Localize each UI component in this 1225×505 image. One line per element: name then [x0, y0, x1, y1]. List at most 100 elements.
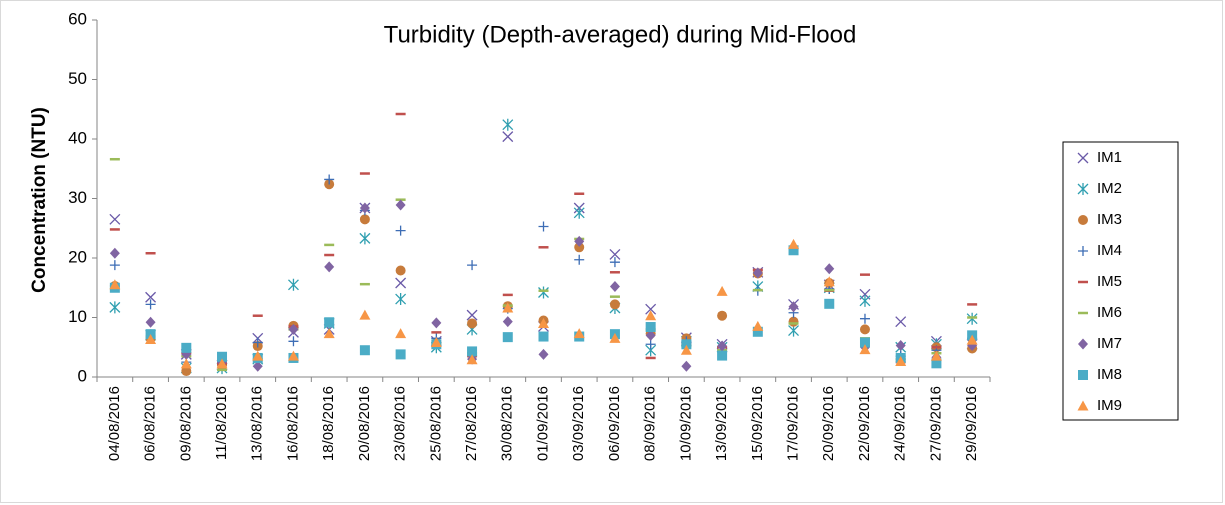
point: [323, 328, 335, 339]
point: [788, 238, 800, 249]
y-tick-label: 30: [68, 188, 87, 207]
y-tick-label: 60: [68, 9, 87, 28]
point: [574, 254, 585, 265]
point: [717, 350, 728, 361]
legend-label: IM9: [1097, 397, 1122, 414]
point: [716, 285, 728, 296]
point: [717, 310, 728, 321]
point: [788, 316, 799, 327]
point: [181, 366, 192, 377]
point: [216, 358, 228, 369]
point: [502, 131, 514, 143]
y-tick-label: 10: [68, 307, 87, 326]
point: [788, 301, 799, 313]
point: [895, 316, 907, 328]
point: [502, 316, 513, 328]
point: [109, 260, 120, 271]
point: [824, 263, 835, 275]
point: [324, 317, 335, 328]
x-tick-label: 27/09/2016: [927, 386, 944, 461]
point: [859, 337, 870, 348]
point: [502, 332, 513, 343]
point: [502, 302, 514, 313]
x-tick-label: 09/08/2016: [177, 386, 194, 461]
x-tick-label: 20/09/2016: [820, 386, 837, 461]
point: [181, 342, 192, 353]
point: [931, 358, 942, 369]
point: [680, 344, 692, 355]
legend-label: IM8: [1097, 366, 1122, 383]
point: [645, 339, 656, 350]
point: [252, 350, 264, 361]
point: [359, 202, 370, 214]
y-tick-label: 50: [68, 69, 87, 88]
point: [109, 213, 121, 225]
x-tick-label: 13/08/2016: [249, 386, 266, 461]
point: [859, 313, 870, 324]
point: [752, 267, 763, 279]
point: [287, 350, 299, 361]
point: [359, 309, 371, 320]
point: [502, 118, 514, 131]
x-tick-label: 06/09/2016: [606, 386, 623, 461]
x-tick-label: 10/09/2016: [677, 386, 694, 461]
x-tick-label: 03/09/2016: [570, 386, 587, 461]
point: [823, 276, 835, 287]
point: [681, 360, 692, 372]
point: [859, 294, 871, 307]
y-tick-label: 40: [68, 128, 87, 147]
point: [609, 248, 621, 260]
legend-marker: [1078, 370, 1088, 380]
point: [609, 299, 620, 310]
point: [395, 225, 406, 236]
y-axis-label: Concentration (NTU): [29, 107, 50, 293]
point: [645, 310, 657, 321]
point: [966, 334, 978, 345]
point: [573, 206, 585, 219]
point: [466, 354, 478, 365]
point: [645, 303, 657, 315]
point: [431, 317, 442, 329]
point: [609, 257, 620, 268]
x-tick-label: 22/09/2016: [856, 386, 873, 461]
x-tick-label: 20/08/2016: [356, 386, 373, 461]
x-tick-label: 11/08/2016: [213, 386, 230, 460]
legend-marker: [1077, 400, 1089, 411]
point: [824, 298, 835, 309]
x-tick-label: 27/08/2016: [463, 386, 480, 461]
point: [359, 214, 370, 225]
point: [573, 328, 585, 339]
legend-marker: [1078, 246, 1088, 256]
point: [217, 351, 228, 362]
legend-label: IM1: [1097, 149, 1122, 166]
point: [609, 332, 621, 343]
point: [109, 301, 121, 314]
point: [467, 346, 478, 357]
x-tick-label: 04/08/2016: [106, 386, 123, 461]
point: [395, 199, 406, 211]
point: [145, 334, 157, 345]
point: [252, 337, 263, 348]
x-tick-label: 30/08/2016: [499, 386, 516, 461]
x-tick-label: 15/09/2016: [749, 386, 766, 461]
legend-marker: [1077, 152, 1089, 164]
point: [859, 324, 870, 335]
point: [538, 221, 549, 232]
point: [788, 245, 799, 256]
y-tick-label: 20: [68, 247, 87, 266]
point: [895, 339, 906, 351]
legend-label: IM5: [1097, 273, 1122, 290]
point: [645, 322, 656, 333]
x-tick-label: 18/08/2016: [320, 386, 337, 461]
point: [395, 277, 407, 289]
x-tick-label: 25/08/2016: [427, 386, 444, 461]
point: [752, 326, 763, 337]
x-tick-label: 01/09/2016: [534, 386, 551, 461]
x-tick-label: 23/08/2016: [392, 386, 409, 461]
x-tick-label: 13/09/2016: [713, 386, 730, 461]
point: [574, 242, 585, 253]
point: [395, 349, 406, 360]
point: [752, 320, 764, 331]
x-tick-label: 16/08/2016: [284, 386, 301, 461]
